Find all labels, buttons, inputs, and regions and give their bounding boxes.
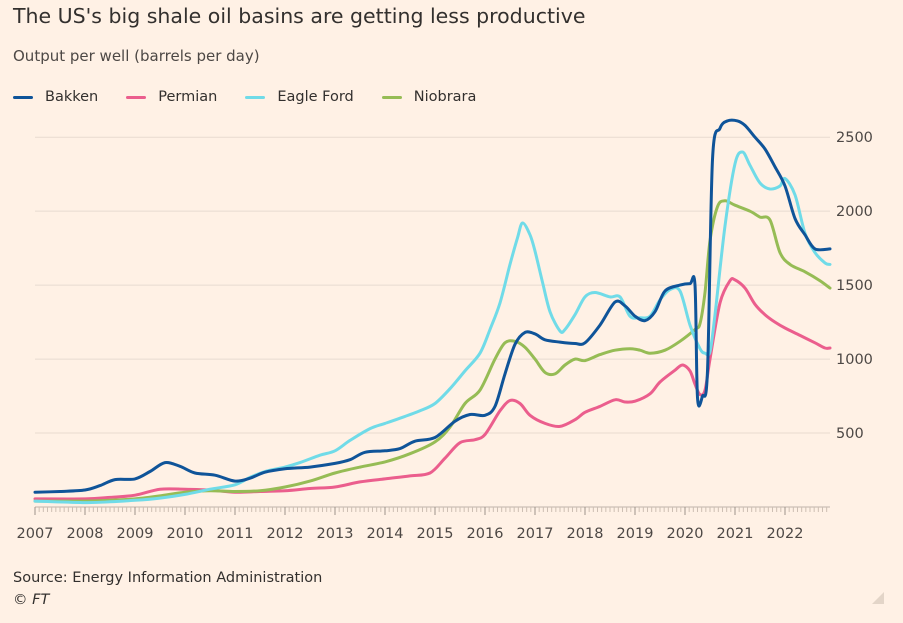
x-tick-label-2016: 2016	[467, 526, 504, 542]
chart-title: The US's big shale oil basins are gettin…	[13, 4, 586, 28]
series-line-bakken	[33, 118, 832, 494]
legend-swatch-eagle-ford	[245, 95, 266, 99]
x-tick-label-2017: 2017	[517, 526, 554, 542]
x-tick-label-2018: 2018	[567, 526, 604, 542]
legend-label-niobrara: Niobrara	[413, 89, 477, 105]
resize-corner-icon	[872, 592, 884, 604]
grid-layer	[35, 136, 830, 434]
copyright-note: © FT	[13, 592, 50, 608]
y-tick-label-2000: 2000	[836, 204, 873, 220]
x-axis: 2007 2008 2009 2010 2011 2012 2013 2014 2015 2016…	[17, 506, 830, 542]
source-note: Source: Energy Information Administratio…	[13, 570, 323, 586]
x-tick-label-2009: 2009	[117, 526, 154, 542]
x-tick-label-2011: 2011	[217, 526, 254, 542]
x-tick-label-2012: 2012	[267, 526, 304, 542]
legend-label-bakken: Bakken	[45, 89, 99, 105]
chart-legend: Bakken Permian Eagle Ford Niobrara	[13, 86, 504, 108]
x-tick-label-2007: 2007	[17, 526, 54, 542]
legend-item-niobrara: Niobrara	[381, 89, 477, 105]
y-tick-label-1000: 1000	[836, 352, 873, 368]
y-tick-label-500: 500	[836, 426, 864, 442]
x-tick-label-2020: 2020	[667, 526, 704, 542]
x-tick-label-2021: 2021	[717, 526, 754, 542]
y-tick-label-1500: 1500	[836, 278, 873, 294]
y-tick-label-2500: 2500	[836, 130, 873, 146]
x-tick-label-2014: 2014	[367, 526, 404, 542]
x-tick-label-2008: 2008	[67, 526, 104, 542]
chart-subtitle: Output per well (barrels per day)	[13, 47, 260, 65]
x-tick-label-2019: 2019	[617, 526, 654, 542]
series-line-niobrara	[33, 199, 832, 503]
x-tick-label-2022: 2022	[767, 526, 804, 542]
legend-item-eagle-ford: Eagle Ford	[245, 89, 354, 105]
legend-label-permian: Permian	[158, 89, 218, 105]
y-axis: 500 1000 1500 2000 2500	[836, 130, 873, 442]
x-tick-label-2013: 2013	[317, 526, 354, 542]
x-tick-label-2010: 2010	[167, 526, 204, 542]
legend-label-eagle-ford: Eagle Ford	[277, 89, 354, 105]
series-line-permian	[33, 277, 832, 501]
legend-swatch-permian	[126, 95, 147, 99]
legend-swatch-niobrara	[381, 95, 402, 99]
series-layer	[33, 118, 832, 505]
legend-swatch-bakken	[13, 95, 33, 99]
legend-item-permian: Permian	[126, 89, 217, 105]
legend-item-bakken: Bakken	[13, 89, 98, 105]
series-line-eagle-ford	[33, 150, 832, 505]
x-tick-label-2015: 2015	[417, 526, 454, 542]
